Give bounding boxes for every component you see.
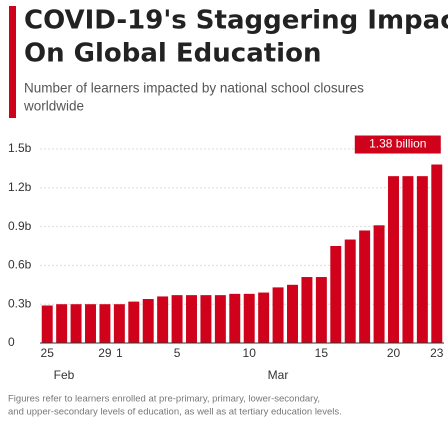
bar	[128, 301, 140, 343]
bar	[315, 277, 327, 343]
bar	[373, 225, 385, 343]
x-tick-label: 5	[174, 346, 181, 360]
bar	[344, 239, 356, 343]
chart-title: On Global Education	[24, 39, 321, 69]
chart-subtitle: Number of learners impacted by national …	[24, 81, 364, 96]
footnote: and upper-secondary levels of education,…	[8, 407, 342, 418]
bar	[56, 304, 68, 343]
bar	[186, 295, 197, 343]
bar	[258, 292, 270, 343]
bar	[214, 295, 226, 343]
x-tick-label: 15	[315, 346, 329, 360]
bar	[157, 296, 169, 343]
x-tick-label: 10	[243, 346, 257, 360]
y-tick-label: 0	[8, 335, 15, 349]
chart-title: COVID-19's Staggering Impact	[24, 6, 448, 36]
x-tick-label: 25	[41, 346, 55, 360]
bar	[388, 176, 399, 343]
bar	[41, 305, 53, 343]
month-label: Feb	[54, 368, 75, 382]
bar	[272, 287, 284, 343]
bar	[70, 304, 82, 343]
bar	[243, 293, 255, 343]
chart-subtitle: worldwide	[23, 99, 84, 114]
x-tick-label: 20	[387, 346, 401, 360]
bar	[359, 230, 371, 343]
x-tick-label: 29	[98, 346, 112, 360]
bar	[287, 284, 298, 343]
title-accent	[9, 6, 16, 118]
bar	[402, 176, 414, 343]
bar	[431, 164, 443, 343]
bar	[99, 304, 111, 343]
bar	[200, 295, 212, 343]
bar	[416, 176, 428, 343]
bar	[330, 246, 342, 343]
bar	[171, 295, 183, 343]
bar	[301, 277, 313, 343]
month-label: Mar	[268, 368, 289, 382]
footnote: Figures refer to learners enrolled at pr…	[8, 394, 320, 405]
bar	[229, 293, 241, 343]
value-label: 1.38 billion	[369, 137, 426, 151]
bar	[113, 304, 125, 343]
bar	[85, 304, 96, 343]
bar	[142, 299, 154, 343]
x-tick-label: 1	[116, 346, 123, 360]
y-tick-label: 0.9b	[8, 219, 32, 233]
y-tick-label: 1.2b	[8, 180, 32, 194]
y-tick-label: 0.6b	[8, 258, 32, 272]
value-label-box	[354, 135, 441, 154]
y-tick-label: 0.3b	[8, 296, 32, 310]
x-tick-label: 23	[430, 346, 444, 360]
y-tick-label: 1.5b	[8, 141, 32, 155]
